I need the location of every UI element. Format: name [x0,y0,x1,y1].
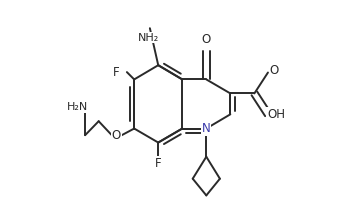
Text: N: N [202,122,211,135]
Text: O: O [270,64,279,76]
Text: O: O [202,33,211,46]
Text: H₂N: H₂N [67,102,88,112]
Text: F: F [155,157,162,170]
Text: F: F [113,66,120,79]
Text: NH₂: NH₂ [138,33,159,43]
Text: OH: OH [267,108,285,121]
Text: O: O [112,129,121,142]
